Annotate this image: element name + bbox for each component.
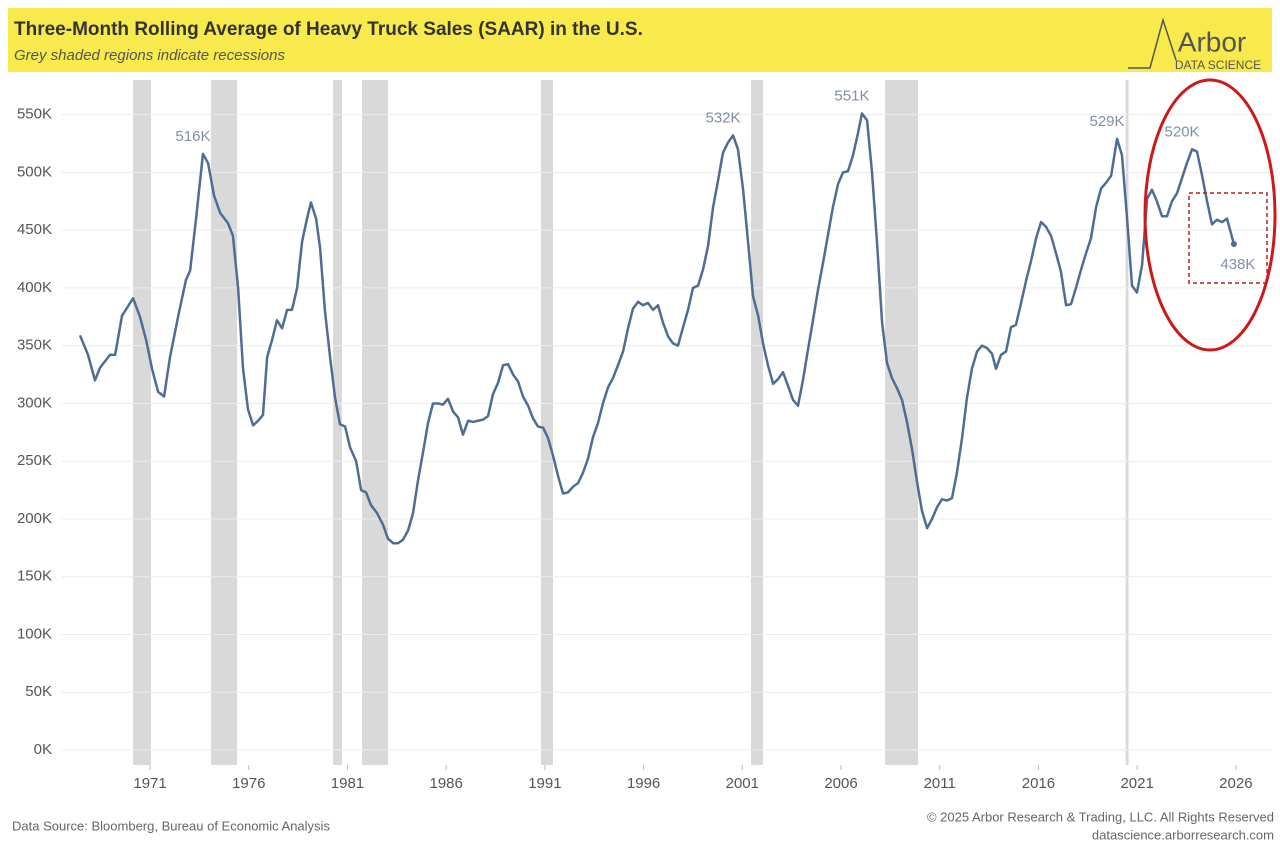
highlight-ellipse (1143, 78, 1277, 352)
y-tick-label: 200K (17, 510, 52, 527)
copyright: © 2025 Arbor Research & Trading, LLC. Al… (927, 809, 1274, 824)
chart-subtitle: Grey shaded regions indicate recessions (14, 47, 285, 64)
x-tick-label: 1971 (133, 775, 166, 792)
peak-label: 529K (1090, 113, 1125, 130)
y-tick-label: 150K (17, 568, 52, 585)
title-bar (8, 8, 1272, 72)
recession-band (362, 80, 388, 765)
logo-mark (1128, 17, 1177, 69)
recession-band (1125, 80, 1129, 765)
peak-label: 516K (175, 128, 210, 145)
y-tick-label: 50K (25, 683, 52, 700)
x-tick-label: 1981 (331, 775, 364, 792)
y-tick-label: 250K (17, 452, 52, 469)
chart-title: Three-Month Rolling Average of Heavy Tru… (14, 19, 643, 40)
x-tick-label: 1991 (528, 775, 561, 792)
y-tick-label: 550K (17, 106, 52, 123)
y-tick-label: 350K (17, 337, 52, 354)
website: datascience.arborresearch.com (1092, 827, 1274, 842)
recession-band (540, 80, 553, 765)
y-tick-label: 400K (17, 279, 52, 296)
source-note: Data Source: Bloomberg, Bureau of Econom… (12, 818, 330, 833)
recession-band (133, 80, 152, 765)
highlight-box (1188, 192, 1268, 284)
end-point (1230, 241, 1237, 248)
x-tick-label: 1976 (232, 775, 265, 792)
logo-tagline: DATA SCIENCE (1175, 58, 1261, 72)
y-tick-label: 0K (34, 741, 52, 758)
x-tick-label: 2006 (824, 775, 857, 792)
x-tick-label: 2021 (1120, 775, 1153, 792)
peak-label: 438K (1220, 256, 1255, 273)
x-tick-label: 1996 (627, 775, 660, 792)
recession-band (751, 80, 764, 765)
y-tick-label: 300K (17, 394, 52, 411)
x-tick-label: 1986 (429, 775, 462, 792)
peak-label: 532K (706, 109, 741, 126)
recession-band (211, 80, 238, 765)
peak-label: 551K (834, 87, 869, 104)
plot-area: 0K 50K 100K 150K 200K 250K 300K 350K 400K 450K 500… (17, 80, 1272, 792)
peak-label: 520K (1165, 123, 1200, 140)
y-tick-label: 500K (17, 163, 52, 180)
y-tick-label: 450K (17, 221, 52, 238)
series-line (78, 112, 1236, 545)
recession-band (885, 80, 919, 765)
y-tick-label: 100K (17, 625, 52, 642)
x-tick-label: 2011 (924, 775, 956, 792)
x-tick-label: 2001 (726, 775, 759, 792)
recession-band (333, 80, 342, 765)
x-tick-label: 2026 (1219, 775, 1252, 792)
x-tick-label: 2016 (1022, 775, 1055, 792)
logo-name: Arbor (1178, 26, 1246, 57)
